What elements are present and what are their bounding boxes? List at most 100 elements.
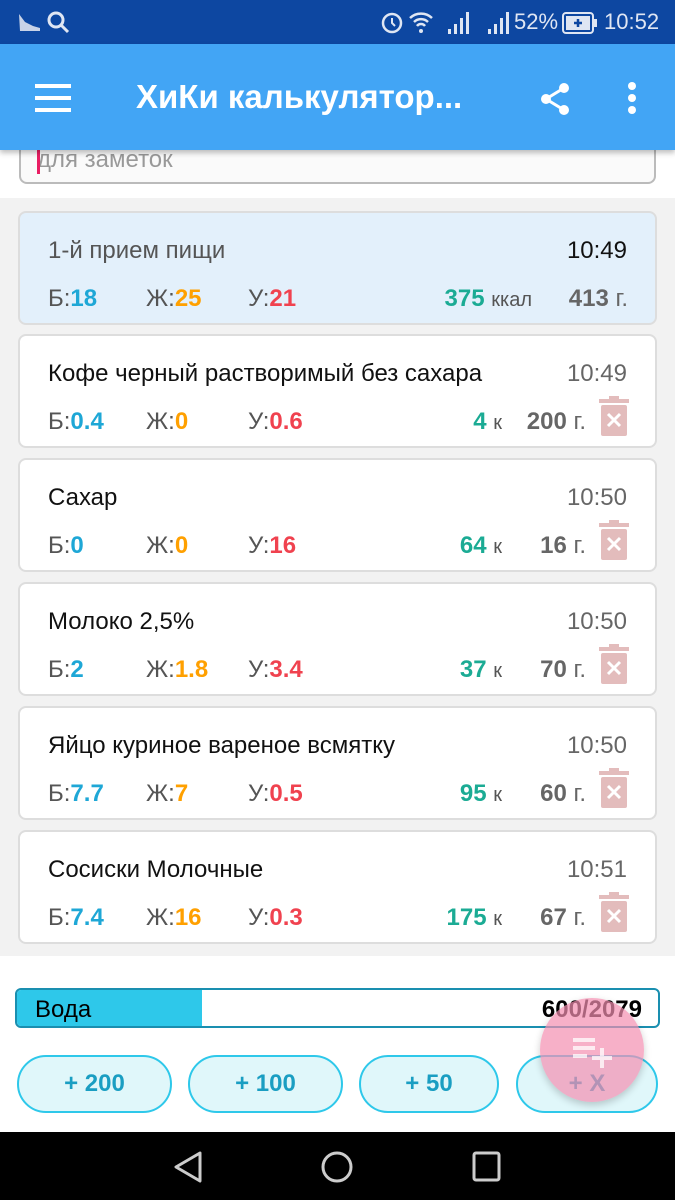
food-name: Кофе черный растворимый без сахара [48, 360, 483, 387]
navigation-bar [0, 1132, 675, 1200]
carbs-value: 3.4 [269, 656, 303, 683]
app-title: ХиКи калькулятор... [136, 78, 463, 115]
food-time: 10:50 [566, 608, 627, 635]
notes-placeholder: для заметок [37, 146, 173, 173]
carbs-value: 16 [269, 532, 297, 559]
grams-label: г. [573, 780, 587, 807]
protein-value: 18 [70, 285, 98, 312]
protein-label: Б: [48, 904, 71, 931]
add-50-button[interactable]: + 50 [359, 1055, 499, 1113]
kcal-value: 37 [459, 656, 487, 683]
meal-name: 1-й прием пищи [48, 237, 226, 264]
search-icon [47, 11, 70, 34]
food-name: Молоко 2,5% [48, 608, 195, 635]
protein-label: Б: [48, 532, 71, 559]
fat-label: Ж: [146, 904, 175, 931]
food-item[interactable]: Яйцо куриное вареное всмятку 10:50 Б:7.7… [18, 706, 657, 820]
protein-label: Б: [48, 656, 71, 683]
protein-value: 7.4 [70, 904, 104, 931]
add-food-fab[interactable] [540, 998, 644, 1102]
kcal-value: 95 [459, 780, 487, 807]
kcal-label: к [493, 660, 502, 682]
protein-value: 0 [70, 532, 84, 559]
shoe-icon [19, 14, 40, 31]
fat-value: 1.8 [174, 656, 209, 683]
protein-value: 0.4 [70, 408, 104, 435]
food-time: 10:49 [566, 360, 627, 387]
food-name: Сосиски Молочные [48, 856, 264, 883]
food-time: 10:50 [566, 484, 627, 511]
grams-label: г. [573, 904, 587, 931]
carbs-label: У: [248, 285, 270, 312]
protein-value: 2 [70, 656, 84, 683]
grams-value: 413 [568, 285, 609, 312]
grams-value: 67 [540, 904, 567, 931]
delete-icon[interactable] [599, 644, 629, 684]
food-time: 10:50 [566, 732, 627, 759]
meal-time: 10:49 [566, 237, 627, 264]
carbs-value: 0.3 [269, 904, 303, 931]
kcal-value: 64 [459, 532, 487, 559]
share-icon[interactable] [538, 82, 572, 116]
kcal-label: к [493, 412, 502, 434]
food-item[interactable]: Молоко 2,5% 10:50 Б:2 Ж:1.8 У:3.4 37 к 7… [18, 582, 657, 696]
fat-label: Ж: [146, 408, 175, 435]
protein-label: Б: [48, 780, 71, 807]
status-bar: 52% 10:52 [0, 0, 675, 44]
home-icon[interactable] [320, 1150, 354, 1184]
wifi-icon [409, 12, 433, 33]
carbs-label: У: [248, 656, 270, 683]
fat-label: Ж: [146, 285, 175, 312]
fat-label: Ж: [146, 780, 175, 807]
kcal-label: к [493, 908, 502, 930]
text-caret [37, 148, 40, 174]
signal-icon [448, 12, 469, 34]
kcal-label: к [493, 784, 502, 806]
grams-value: 16 [540, 532, 567, 559]
food-item[interactable]: Сахар 10:50 Б:0 Ж:0 У:16 64 к 16 г. [18, 458, 657, 572]
battery-percent: 52% [514, 9, 559, 34]
delete-icon[interactable] [599, 520, 629, 560]
water-progress-fill [17, 990, 203, 1026]
delete-icon[interactable] [599, 892, 629, 932]
fat-value: 7 [174, 780, 189, 807]
food-item[interactable]: Кофе черный растворимый без сахара 10:49… [18, 334, 657, 448]
food-item[interactable]: Сосиски Молочные 10:51 Б:7.4 Ж:16 У:0.3 … [18, 830, 657, 944]
fat-value: 16 [174, 904, 202, 931]
meal-summary-card[interactable]: 1-й прием пищи 10:49 Б:18 Ж:25 У:21 375 … [18, 211, 657, 325]
app-bar: ХиКи калькулятор... [0, 44, 675, 150]
carbs-label: У: [248, 780, 270, 807]
water-label: Вода [35, 996, 92, 1023]
carbs-label: У: [248, 408, 270, 435]
fat-value: 0 [174, 532, 189, 559]
meal-list: 1-й прием пищи 10:49 Б:18 Ж:25 У:21 375 … [0, 198, 675, 956]
carbs-value: 0.5 [269, 780, 303, 807]
grams-label: г. [573, 656, 587, 683]
delete-icon[interactable] [599, 768, 629, 808]
grams-value: 70 [540, 656, 567, 683]
add-200-button[interactable]: + 200 [17, 1055, 172, 1113]
kcal-label: к [493, 536, 502, 558]
add-100-button[interactable]: + 100 [188, 1055, 343, 1113]
fat-label: Ж: [146, 656, 175, 683]
back-icon[interactable] [172, 1150, 204, 1184]
kcal-label: ккал [491, 289, 532, 311]
delete-icon[interactable] [599, 396, 629, 436]
fat-value: 0 [174, 408, 189, 435]
playlist-add-icon [573, 1038, 612, 1068]
protein-value: 7.7 [70, 780, 104, 807]
menu-icon[interactable] [35, 84, 71, 120]
carbs-label: У: [248, 532, 270, 559]
food-name: Яйцо куриное вареное всмятку [48, 732, 395, 759]
clock: 10:52 [604, 9, 660, 34]
alarm-icon [381, 12, 403, 34]
recents-icon[interactable] [472, 1151, 502, 1183]
more-options-icon[interactable] [628, 82, 636, 118]
kcal-value: 175 [446, 904, 487, 931]
food-name: Сахар [48, 484, 118, 511]
carbs-label: У: [248, 904, 270, 931]
grams-label: г. [573, 408, 587, 435]
carbs-value: 0.6 [269, 408, 303, 435]
carbs-value: 21 [269, 285, 297, 312]
food-time: 10:51 [566, 856, 627, 883]
